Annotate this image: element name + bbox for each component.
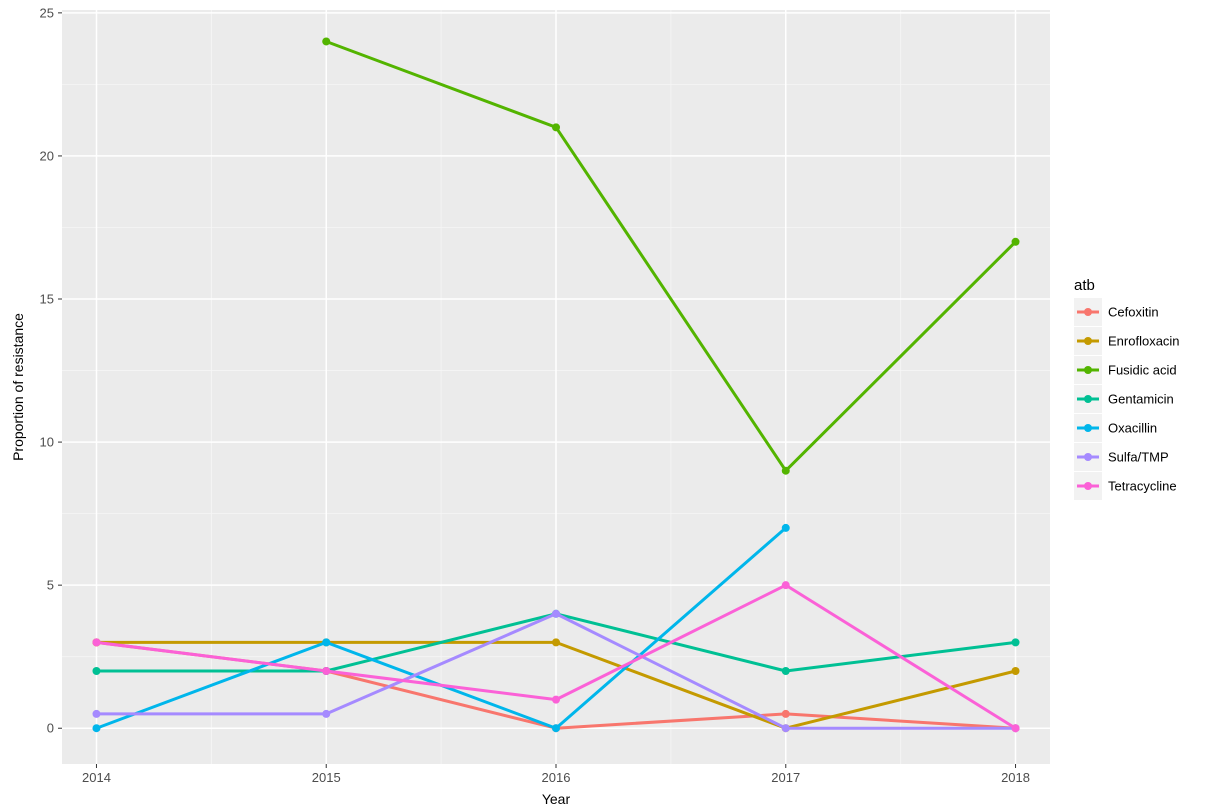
legend-key-point	[1084, 395, 1092, 403]
x-tick-label-2015: 2015	[312, 770, 341, 785]
legend-label-oxacillin: Oxacillin	[1108, 421, 1157, 436]
y-tick-label-20: 20	[40, 148, 54, 163]
legend-item-cefoxitin: Cefoxitin	[1074, 298, 1159, 326]
data-point-oxacillin-2017	[781, 523, 790, 532]
y-tick-labels: 0 5 10 15 20 25	[40, 5, 54, 735]
data-point-sulfa-tmp-2014	[92, 709, 101, 718]
data-point-sulfa-tmp-2017	[781, 724, 790, 733]
legend-key-point	[1084, 366, 1092, 374]
legend-title: atb	[1074, 277, 1095, 294]
legend-key-point	[1084, 337, 1092, 345]
y-axis-title: Proportion of resistance	[10, 313, 26, 461]
series-layer	[92, 37, 1020, 733]
data-point-tetracycline-2014	[92, 638, 101, 647]
legend-item-enrofloxacin: Enrofloxacin	[1074, 327, 1180, 355]
x-tick-label-2016: 2016	[542, 770, 571, 785]
legend-label-fusidic-acid: Fusidic acid	[1108, 363, 1177, 378]
series-fusidic-acid	[322, 37, 1020, 475]
y-tick-label-15: 15	[40, 292, 54, 307]
legend-label-tetracycline: Tetracycline	[1108, 479, 1177, 494]
data-point-tetracycline-2015	[322, 667, 331, 676]
x-tick-label-2014: 2014	[82, 770, 111, 785]
data-point-fusidic-acid-2015	[322, 37, 331, 46]
legend-key-point	[1084, 308, 1092, 316]
data-point-tetracycline-2016	[552, 695, 560, 704]
legend-item-sulfa-tmp: Sulfa/TMP	[1074, 443, 1169, 471]
data-point-gentamicin-2017	[781, 667, 790, 676]
legend-label-gentamicin: Gentamicin	[1108, 392, 1174, 407]
data-point-fusidic-acid-2018	[1011, 237, 1020, 246]
series-tetracycline	[92, 581, 1020, 733]
data-point-oxacillin-2015	[322, 638, 331, 647]
data-point-oxacillin-2014	[92, 724, 101, 733]
data-point-sulfa-tmp-2015	[322, 709, 331, 718]
x-tick-labels: 2014 2015 2016 2017 2018	[82, 770, 1030, 785]
data-point-fusidic-acid-2017	[781, 466, 790, 475]
data-point-gentamicin-2018	[1011, 638, 1020, 647]
x-tick-label-2018: 2018	[1001, 770, 1030, 785]
data-point-cefoxitin-2017	[781, 709, 790, 718]
y-tick-label-0: 0	[47, 721, 54, 736]
x-axis-title: Year	[542, 791, 571, 807]
axis-ticks	[58, 12, 1017, 768]
data-point-enrofloxacin-2018	[1011, 667, 1020, 676]
legend-item-tetracycline: Tetracycline	[1074, 472, 1177, 500]
legend-label-enrofloxacin: Enrofloxacin	[1108, 334, 1180, 349]
legend-key-point	[1084, 453, 1092, 461]
legend-item-oxacillin: Oxacillin	[1074, 414, 1157, 442]
legend-label-cefoxitin: Cefoxitin	[1108, 305, 1159, 320]
legend-item-gentamicin: Gentamicin	[1074, 385, 1174, 413]
y-tick-label-10: 10	[40, 435, 54, 450]
data-point-fusidic-acid-2016	[552, 123, 560, 132]
data-point-oxacillin-2016	[552, 724, 560, 733]
legend-label-sulfa-tmp: Sulfa/TMP	[1108, 450, 1169, 465]
data-point-gentamicin-2014	[92, 667, 101, 676]
data-point-sulfa-tmp-2016	[552, 609, 560, 618]
data-point-tetracycline-2017	[781, 581, 790, 590]
legend: atb Cefoxitin Enrofloxacin Fusidic acid Gen…	[1074, 277, 1180, 500]
legend-key-point	[1084, 424, 1092, 432]
legend-key-point	[1084, 482, 1092, 490]
data-point-tetracycline-2018	[1011, 724, 1020, 733]
y-tick-label-25: 25	[40, 5, 54, 20]
data-point-enrofloxacin-2016	[552, 638, 560, 647]
y-tick-label-5: 5	[47, 578, 54, 593]
series-line-fusidic-acid	[325, 40, 1017, 473]
x-tick-label-2017: 2017	[771, 770, 800, 785]
legend-item-fusidic-acid: Fusidic acid	[1074, 356, 1177, 384]
